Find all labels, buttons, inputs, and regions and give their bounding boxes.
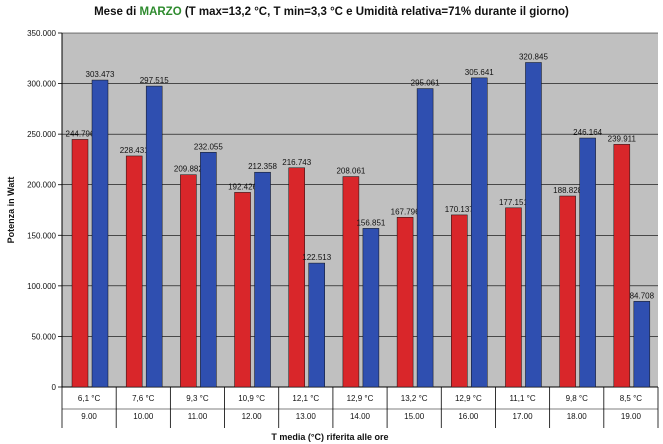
data-label-series2: 122.513 [302, 253, 331, 262]
bar-series1 [288, 167, 305, 388]
data-label-series1: 209.882 [174, 165, 203, 174]
data-label-series1: 228.431 [120, 146, 149, 155]
data-label-series2: 156.851 [356, 218, 385, 227]
x-category-hour: 17.00 [513, 412, 534, 421]
bar-series1 [451, 214, 468, 388]
bar-series2 [416, 88, 434, 388]
data-label-series2: 212.358 [248, 162, 277, 171]
x-category-hour: 15.00 [404, 412, 425, 421]
x-category-temp: 12,9 °C [347, 394, 374, 403]
bar-series2 [91, 79, 109, 388]
bar-series2 [308, 262, 325, 388]
bar-series1 [342, 176, 360, 388]
bar-series2 [362, 228, 380, 388]
y-axis-label: Potenza in Watt [6, 177, 16, 244]
y-tick-label: 0 [52, 383, 57, 392]
x-category-temp: 9,3 °C [186, 394, 209, 403]
bar-series1 [234, 192, 251, 388]
y-tick-label: 50.000 [32, 332, 57, 341]
x-category-hour: 9.00 [81, 412, 97, 421]
x-axis-label: T media (°C) riferita alle ore [271, 432, 388, 442]
x-category-hour: 13.00 [296, 412, 317, 421]
bar-series1 [505, 207, 522, 388]
chart-title-post: (T max=13,2 °C, T min=3,3 °C e Umidità r… [181, 6, 569, 18]
x-category-hour: 11.00 [188, 412, 208, 421]
y-tick-label: 350.000 [27, 29, 56, 38]
x-category-temp: 12,1 °C [292, 394, 319, 403]
bar-series2 [254, 171, 271, 388]
x-category-hour: 19.00 [621, 412, 642, 421]
data-label-series2: 297.515 [140, 76, 169, 85]
data-label-series2: 305.641 [465, 68, 494, 77]
x-category-hour: 10.00 [133, 412, 154, 421]
x-category-temp: 11,1 °C [509, 394, 535, 403]
x-category-temp: 7,6 °C [132, 394, 155, 403]
data-label-series2: 303.473 [86, 70, 115, 79]
x-category-hour: 18.00 [567, 412, 588, 421]
bar-series2 [471, 77, 488, 388]
y-tick-label: 150.000 [27, 231, 56, 240]
x-category-temp: 9,8 °C [566, 394, 589, 403]
data-label-series2: 232.055 [194, 142, 223, 151]
data-label-series1: 239.911 [608, 134, 637, 143]
x-category-temp: 6,1 °C [78, 394, 101, 403]
data-label-series2: 320.845 [519, 52, 548, 61]
x-category-hour: 14.00 [350, 412, 371, 421]
bar-series2 [200, 152, 217, 388]
x-category-hour: 16.00 [458, 412, 479, 421]
bar-series2 [579, 137, 596, 388]
data-label-series1: 216.743 [282, 158, 311, 167]
y-tick-label: 250.000 [27, 130, 56, 139]
bar-series2 [525, 62, 542, 388]
x-category-temp: 10,9 °C [238, 394, 265, 403]
data-label-series2: 84.708 [630, 291, 655, 300]
data-label-series1: 244.796 [66, 129, 95, 138]
bar-series1 [559, 195, 576, 388]
y-tick-label: 100.000 [27, 282, 56, 291]
chart-title-month: MARZO [139, 6, 182, 18]
data-label-series1: 192.426 [228, 182, 257, 191]
y-tick-label: 300.000 [27, 80, 56, 89]
data-label-series1: 208.061 [336, 167, 365, 176]
bar-series2 [145, 85, 163, 388]
data-label-series1: 167.796 [391, 207, 420, 216]
data-label-series1: 188.828 [553, 186, 582, 195]
x-category-temp: 12,9 °C [455, 394, 482, 403]
bar-series2 [633, 301, 651, 388]
bar-series1 [613, 144, 631, 388]
data-label-series2: 246.164 [573, 128, 602, 137]
bar-series1 [125, 155, 143, 388]
chart-title-pre: Mese di [94, 6, 140, 18]
x-category-hour: 12.00 [242, 412, 263, 421]
x-category-temp: 8,5 °C [620, 394, 643, 403]
y-tick-label: 200.000 [27, 181, 56, 190]
data-label-series1: 170.137 [445, 205, 474, 214]
data-label-series1: 177.151 [499, 198, 528, 207]
chart-title: Mese di MARZO (T max=13,2 °C, T min=3,3 … [0, 6, 663, 18]
bar-series1 [180, 174, 197, 388]
bar-series1 [396, 217, 414, 388]
x-category-temp: 13,2 °C [401, 394, 428, 403]
data-label-series2: 295.061 [411, 79, 440, 88]
bar-series1 [71, 139, 89, 388]
